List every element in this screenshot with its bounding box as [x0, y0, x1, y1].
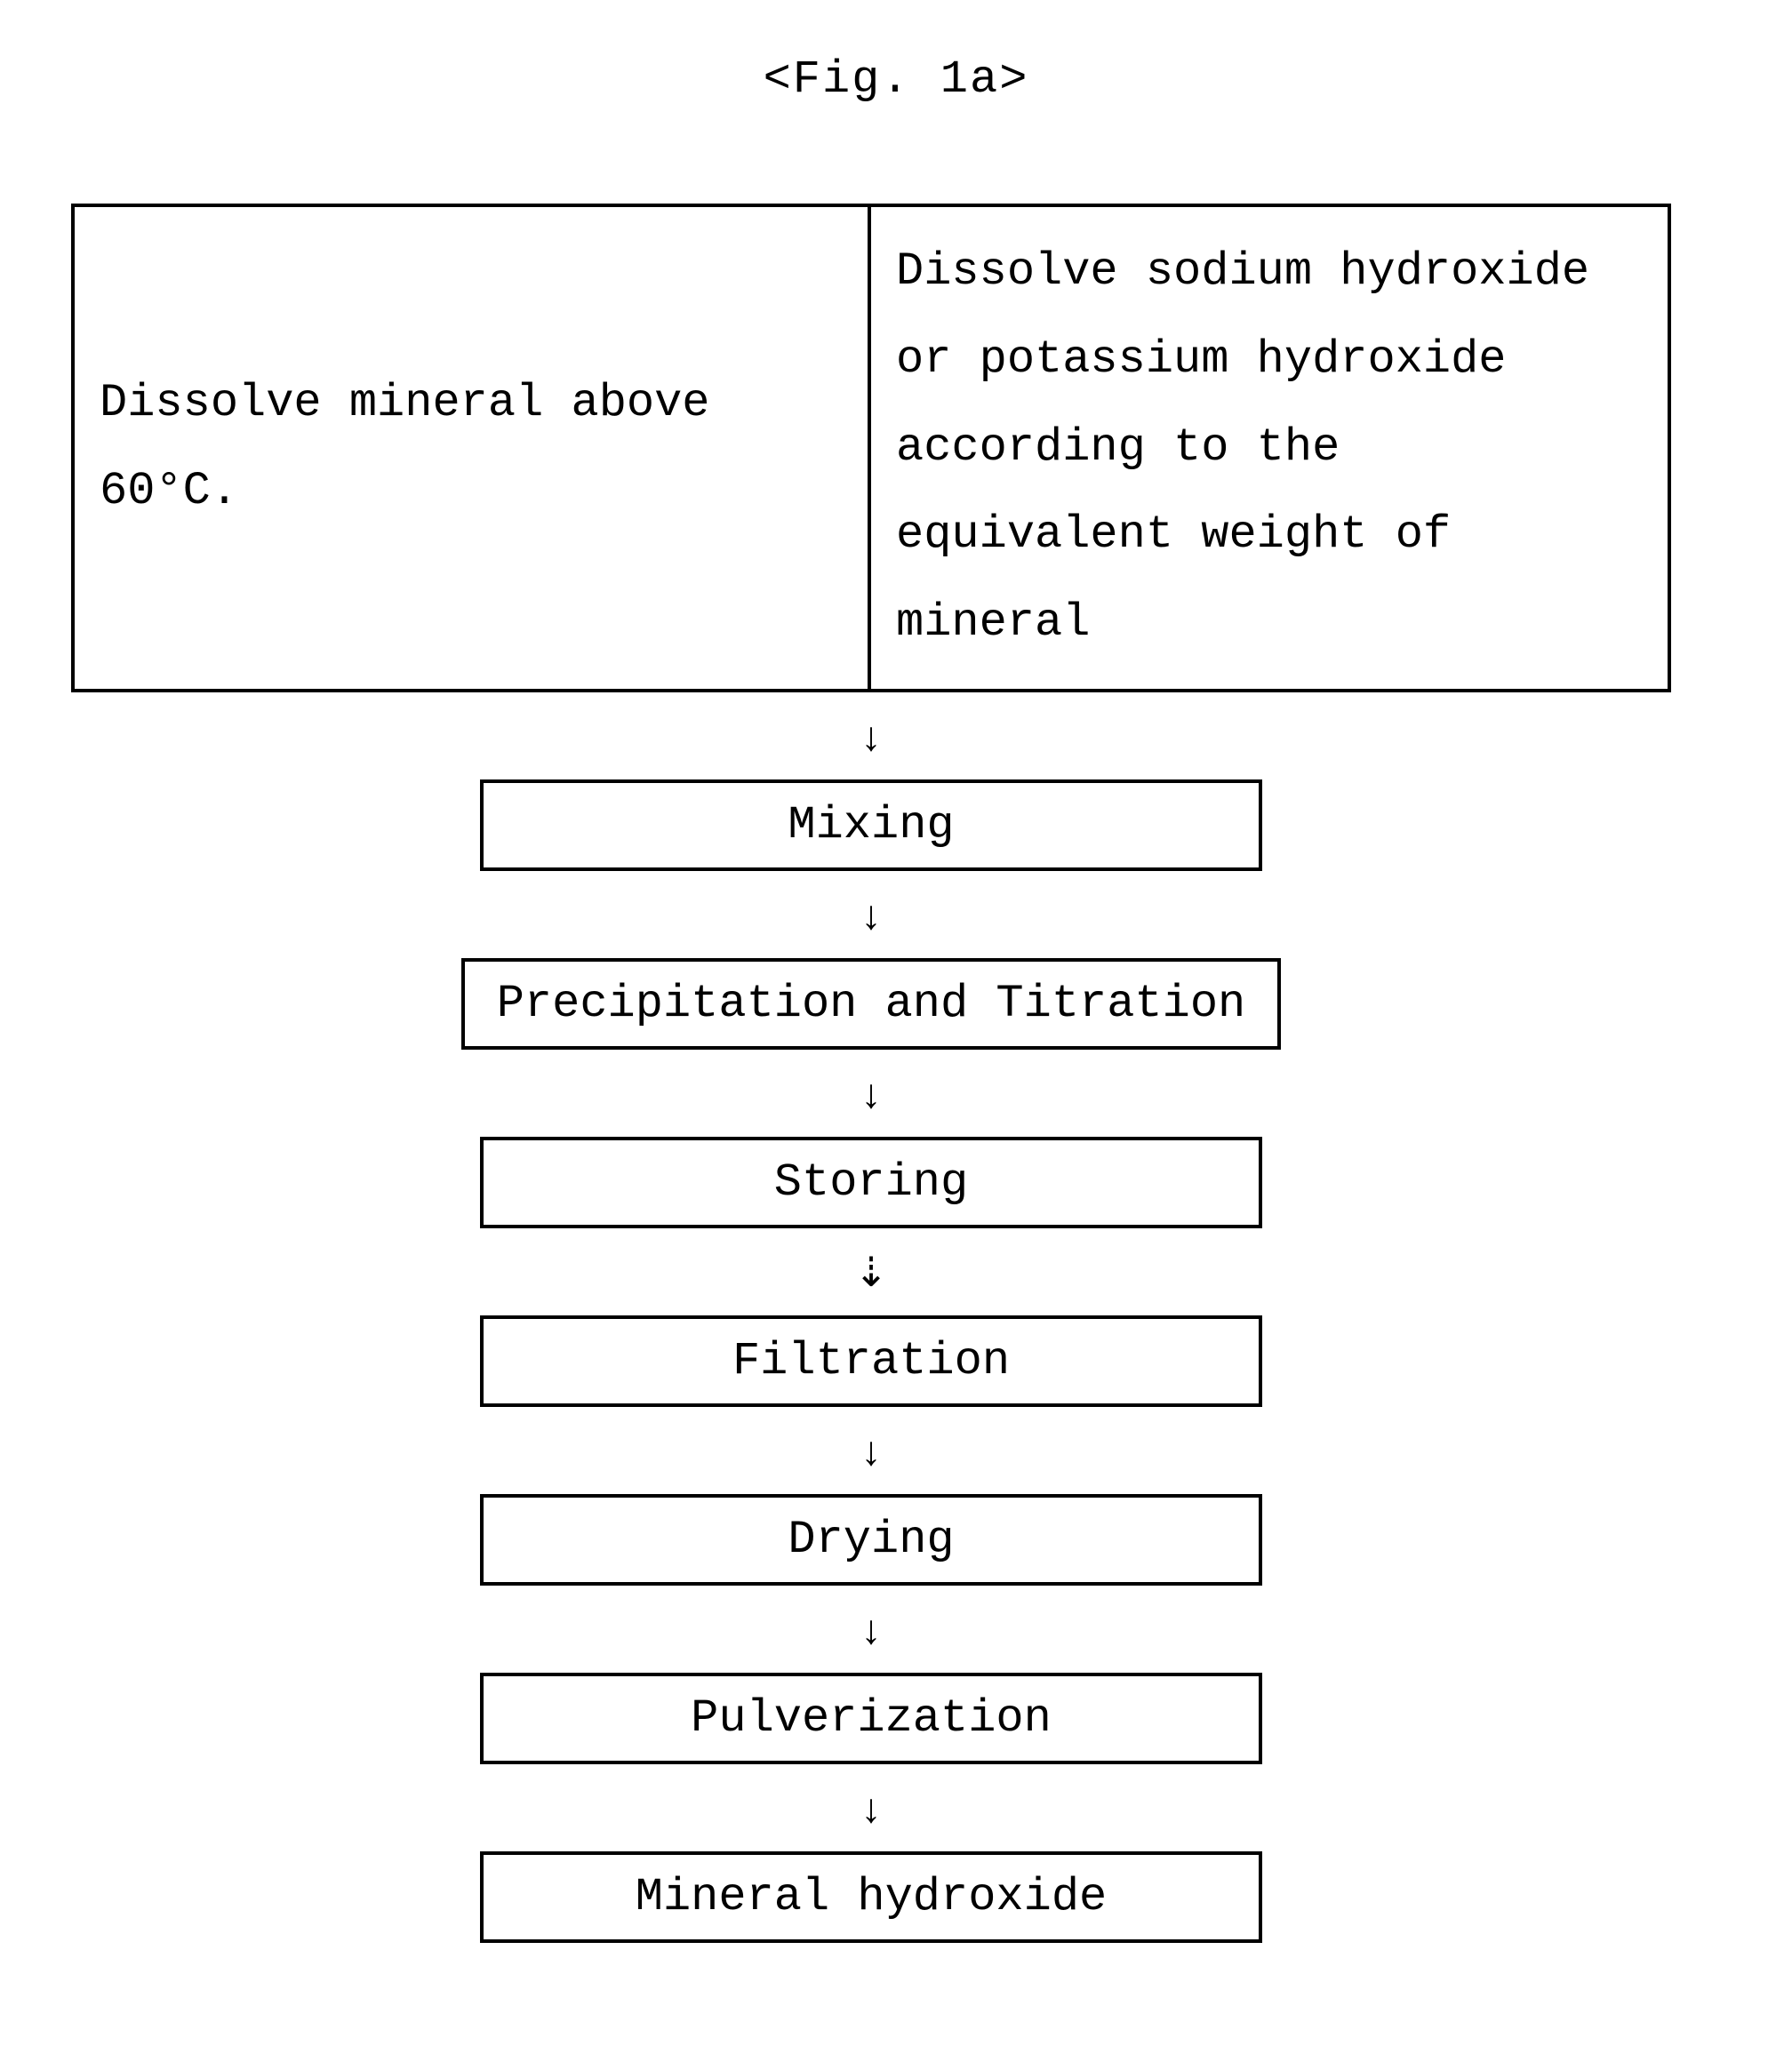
step-pulverization: Pulverization	[480, 1673, 1262, 1764]
top-cell-left: Dissolve mineral above 60°C.	[75, 207, 871, 689]
arrow-down-icon: ↓	[861, 692, 882, 779]
arrow-down-icon: ↓	[861, 1764, 882, 1851]
arrow-down-icon: ↓	[861, 1407, 882, 1494]
flow-column: ↓ Mixing ↓ Precipitation and Titration ↓…	[71, 692, 1671, 1943]
step-filtration: Filtration	[480, 1315, 1262, 1407]
arrow-down-icon: ↓	[861, 1586, 882, 1673]
top-input-row: Dissolve mineral above 60°C. Dissolve so…	[71, 204, 1671, 692]
step-storing: Storing	[480, 1137, 1262, 1228]
step-mineral-hydroxide: Mineral hydroxide	[480, 1851, 1262, 1943]
diagram-container: Dissolve mineral above 60°C. Dissolve so…	[71, 204, 1671, 1943]
arrow-down-dashed-icon: ⇣	[854, 1228, 889, 1315]
step-precipitation-titration: Precipitation and Titration	[461, 958, 1282, 1050]
step-mixing: Mixing	[480, 779, 1262, 871]
arrow-down-icon: ↓	[861, 871, 882, 958]
top-cell-right: Dissolve sodium hydroxide or potassium h…	[871, 207, 1668, 689]
arrow-down-icon: ↓	[861, 1050, 882, 1137]
step-drying: Drying	[480, 1494, 1262, 1586]
figure-title: <Fig. 1a>	[0, 53, 1792, 106]
